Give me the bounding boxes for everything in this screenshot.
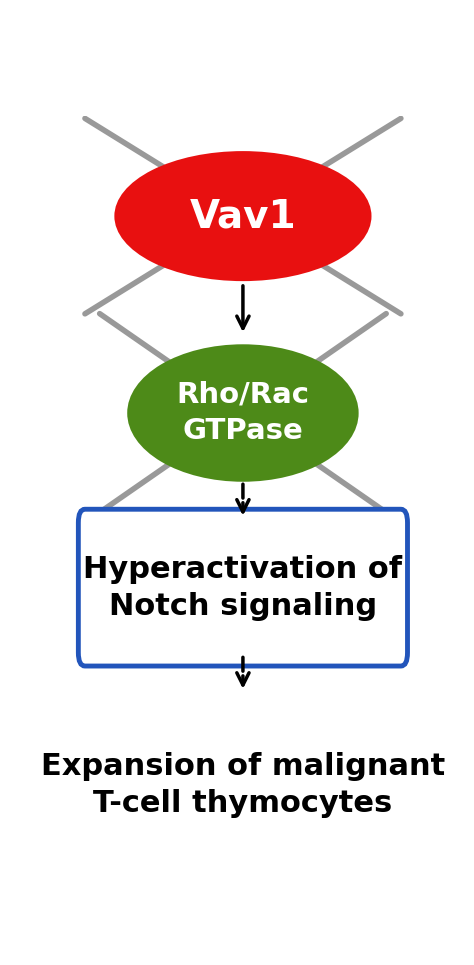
Ellipse shape	[114, 152, 372, 281]
Text: Rho/Rac
GTPase: Rho/Rac GTPase	[176, 380, 310, 446]
Text: Expansion of malignant
T-cell thymocytes: Expansion of malignant T-cell thymocytes	[41, 752, 445, 817]
FancyBboxPatch shape	[78, 510, 408, 666]
Text: Hyperactivation of
Notch signaling: Hyperactivation of Notch signaling	[83, 555, 402, 620]
Ellipse shape	[127, 345, 359, 482]
Text: Vav1: Vav1	[190, 197, 296, 235]
